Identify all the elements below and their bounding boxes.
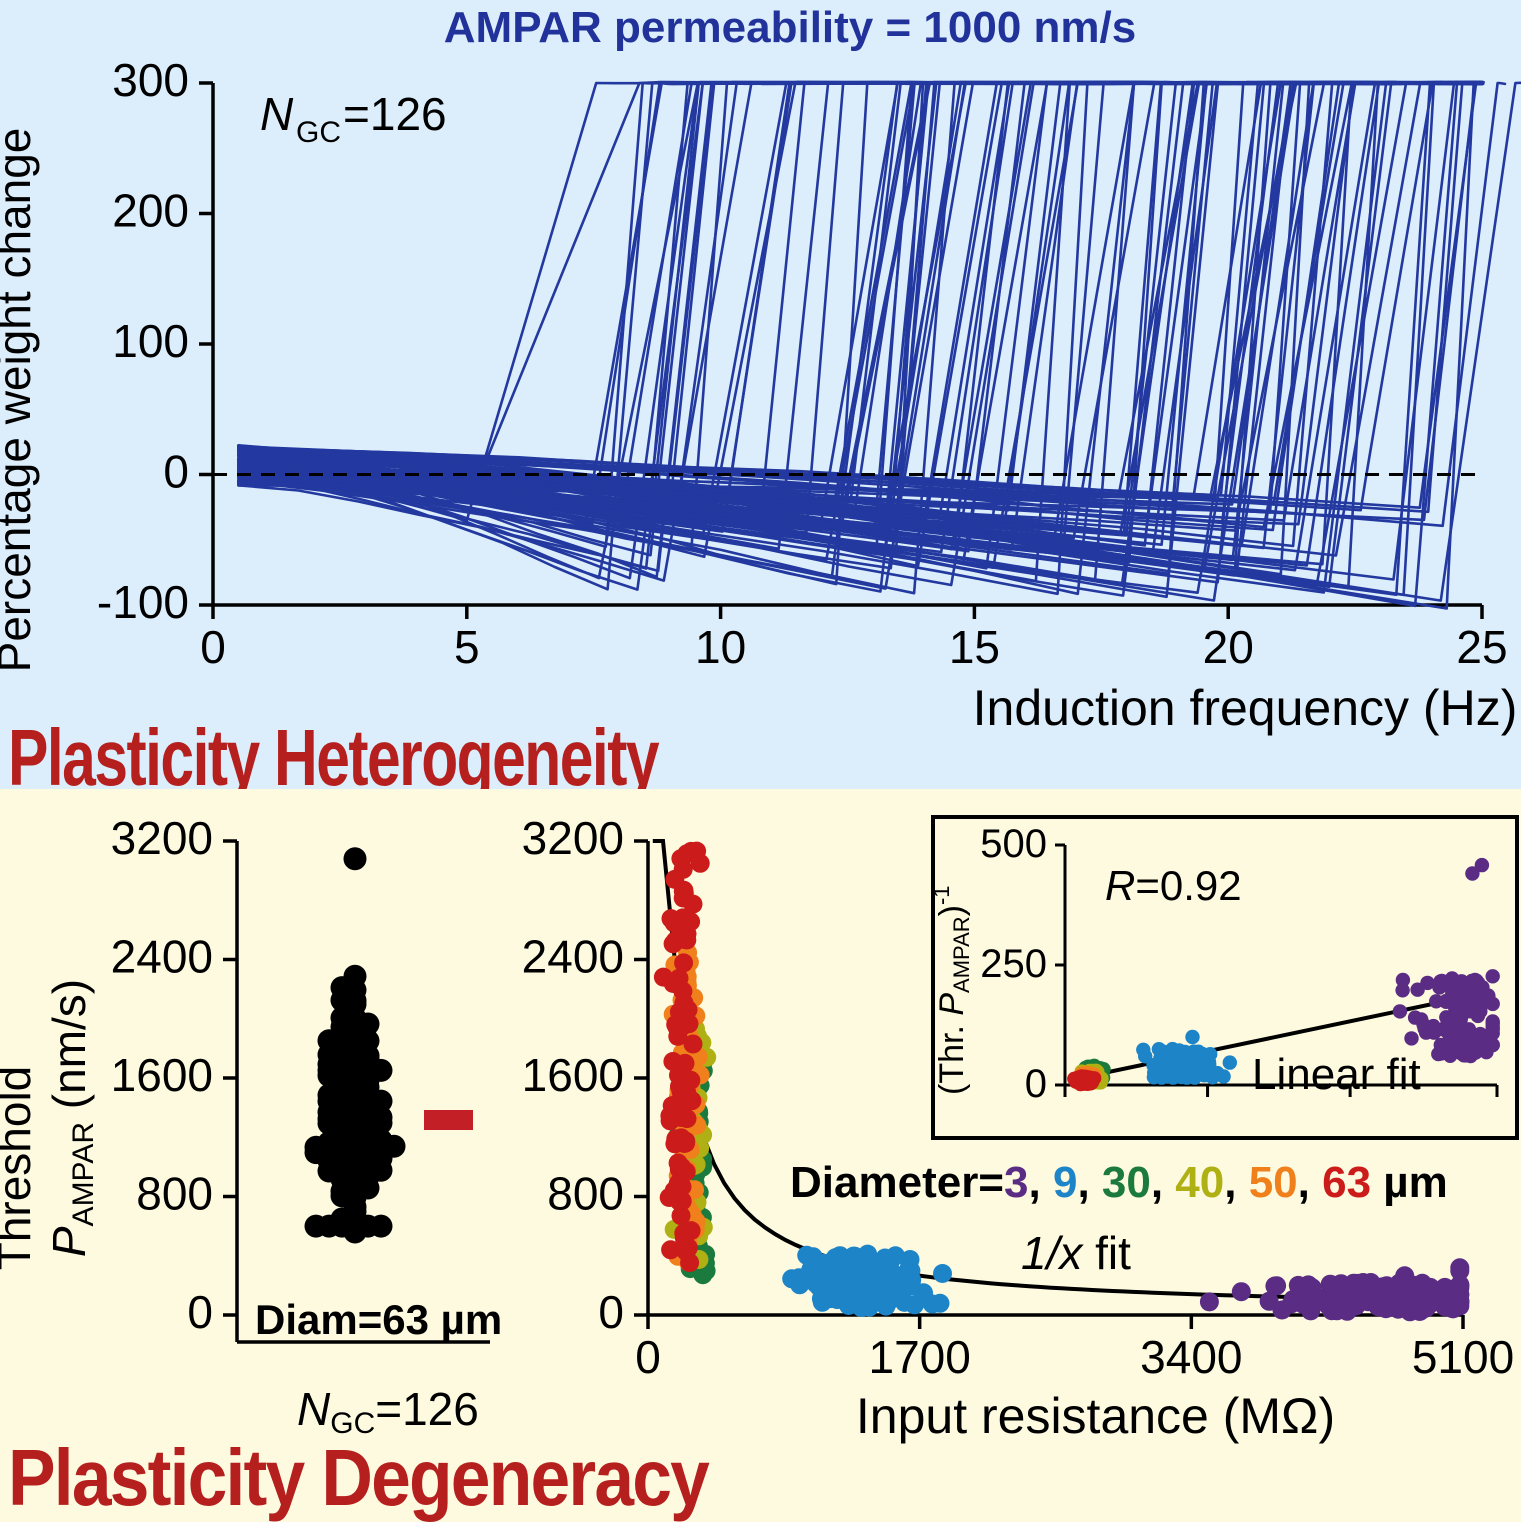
svg-text:0: 0 [1025,1062,1047,1106]
svg-text:0: 0 [200,621,226,673]
svg-text:(Thr. PAMPAR)-1: (Thr. PAMPAR)-1 [929,885,974,1095]
svg-text:200: 200 [112,185,189,237]
svg-text:Input resistance (MΩ): Input resistance (MΩ) [856,1388,1335,1444]
svg-text:AMPAR permeability = 1000 nm/s: AMPAR permeability = 1000 nm/s [444,3,1136,52]
svg-text:R=0.92: R=0.92 [1105,862,1242,909]
svg-text:Plasticity Heterogeneity: Plasticity Heterogeneity [8,713,660,789]
svg-text:3400: 3400 [1140,1331,1242,1383]
svg-text:20: 20 [1203,621,1254,673]
svg-text:3200: 3200 [111,812,213,864]
svg-text:300: 300 [112,54,189,106]
svg-text:25: 25 [1456,621,1507,673]
svg-text:1600: 1600 [111,1049,213,1101]
svg-text:15: 15 [949,621,1000,673]
svg-text:1700: 1700 [868,1331,970,1383]
svg-text:250: 250 [980,942,1047,986]
svg-text:10: 10 [695,621,746,673]
svg-text:0: 0 [635,1331,661,1383]
svg-text:2400: 2400 [522,931,624,983]
svg-text:Threshold: Threshold [0,1066,40,1271]
svg-text:Percentage weight change: Percentage weight change [0,128,40,673]
svg-text:N: N [260,88,294,140]
svg-text:1/x fit: 1/x fit [1021,1227,1131,1279]
svg-text:PAMPAR (nm/s): PAMPAR (nm/s) [43,979,100,1257]
svg-text:100: 100 [112,315,189,367]
svg-text:2400: 2400 [111,931,213,983]
svg-text:0: 0 [598,1286,624,1338]
svg-text:Induction frequency (Hz): Induction frequency (Hz) [973,680,1518,736]
svg-text:=126: =126 [343,88,447,140]
svg-text:-100: -100 [97,576,189,628]
svg-text:NGC=126: NGC=126 [297,1383,479,1440]
svg-text:0: 0 [163,446,189,498]
svg-text:800: 800 [547,1168,624,1220]
svg-text:5: 5 [454,621,480,673]
svg-text:3200: 3200 [522,812,624,864]
svg-text:1600: 1600 [522,1049,624,1101]
svg-text:800: 800 [136,1168,213,1220]
svg-text:Plasticity Degeneracy: Plasticity Degeneracy [8,1433,710,1522]
svg-text:5100: 5100 [1412,1331,1514,1383]
svg-text:500: 500 [980,822,1047,866]
svg-text:Linear fit: Linear fit [1252,1050,1421,1099]
svg-text:0: 0 [187,1286,213,1338]
svg-text:Diam=63 µm: Diam=63 µm [255,1296,502,1343]
svg-text:GC: GC [296,116,341,149]
svg-text:Diameter=3, 9, 30, 40, 50, 63: Diameter=3, 9, 30, 40, 50, 63 µm [790,1158,1448,1207]
